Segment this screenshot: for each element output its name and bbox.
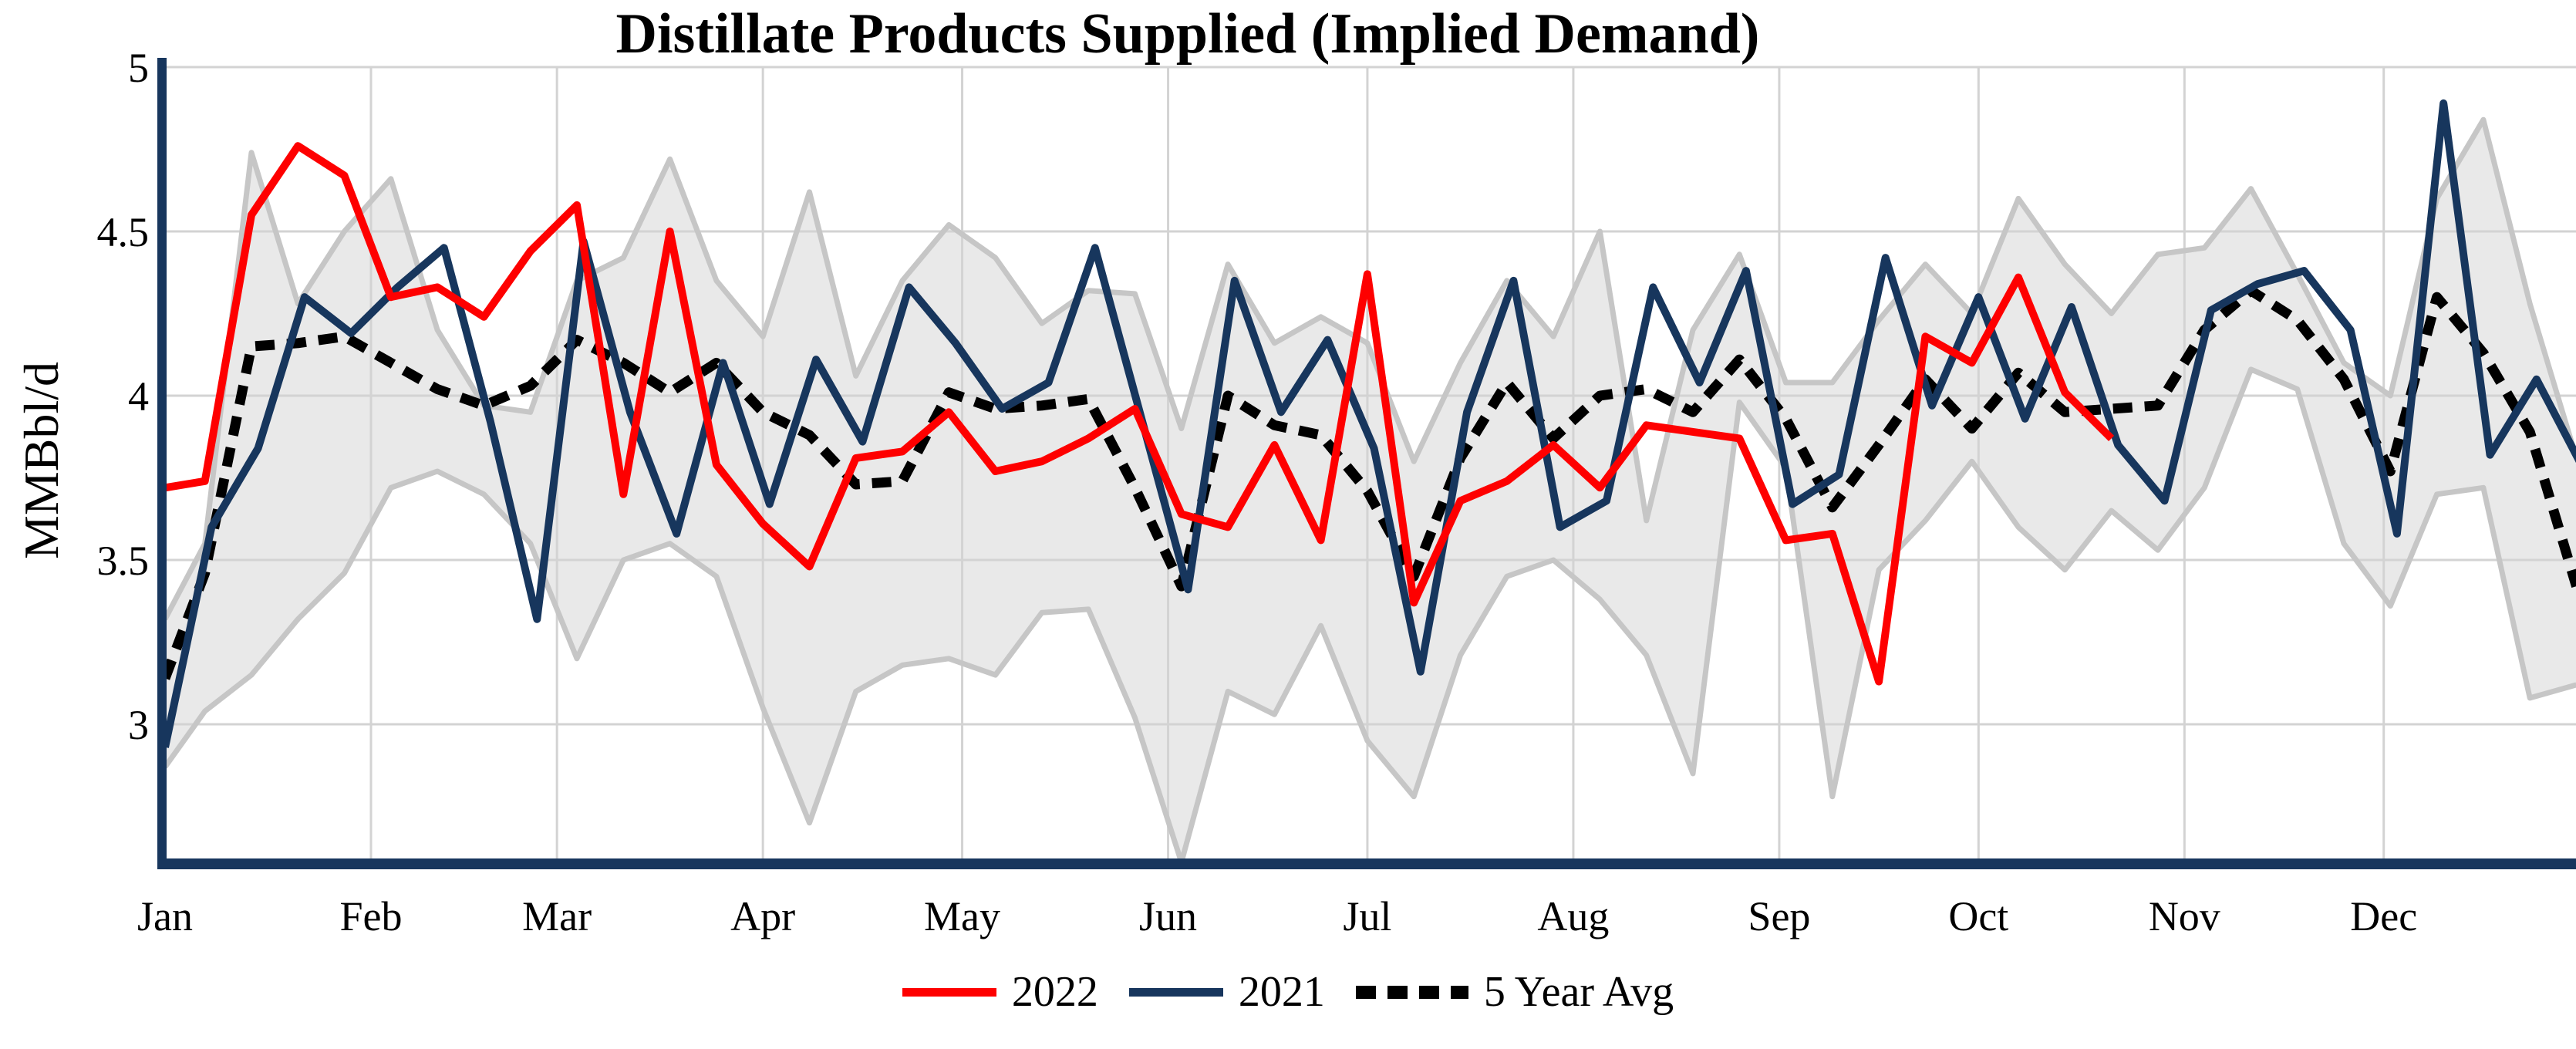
y-tick-label-3: 3 bbox=[128, 702, 149, 748]
series-line-2021 bbox=[165, 99, 2576, 748]
x-tick-label-Jun: Jun bbox=[1139, 893, 1197, 939]
legend-item-2022: 2022 bbox=[902, 970, 1098, 1014]
dotted-line-sample-icon bbox=[1355, 985, 1468, 999]
legend-item-5yr-avg: 5 Year Avg bbox=[1355, 968, 1674, 1016]
legend-label-2022: 2022 bbox=[1011, 968, 1098, 1016]
y-tick-label-4: 4 bbox=[128, 373, 149, 420]
x-tick-label-Aug: Aug bbox=[1537, 893, 1609, 939]
x-tick-label-Apr: Apr bbox=[730, 893, 795, 939]
x-tick-label-Sep: Sep bbox=[1748, 893, 1810, 939]
x-tick-label-Oct: Oct bbox=[1948, 893, 2008, 939]
x-tick-label-Jan: Jan bbox=[137, 893, 193, 939]
x-tick-label-Jul: Jul bbox=[1343, 893, 1391, 939]
legend: 2022 2021 5 Year Avg bbox=[0, 956, 2576, 1027]
series-line-2022 bbox=[165, 142, 2115, 686]
legend-label-2021: 2021 bbox=[1238, 968, 1325, 1016]
y-tick-label-3.5: 3.5 bbox=[97, 538, 150, 584]
navy-line-sample-icon bbox=[1128, 987, 1223, 997]
x-tick-label-Nov: Nov bbox=[2149, 893, 2220, 939]
y-axis-spine bbox=[157, 58, 167, 869]
band-lower-edge bbox=[165, 366, 2576, 862]
chart-title: Distillate Products Supplied (Implied De… bbox=[615, 2, 1760, 66]
x-tick-label-Feb: Feb bbox=[339, 893, 402, 939]
x-tick-label-May: May bbox=[924, 893, 1000, 939]
y-tick-label-5: 5 bbox=[128, 45, 149, 91]
x-tick-label-Mar: Mar bbox=[522, 893, 592, 939]
legend-item-2021: 2021 bbox=[1128, 968, 1325, 1016]
band-upper-edge bbox=[165, 116, 2576, 621]
series-line-5-year-avg bbox=[165, 285, 2576, 680]
red-line-sample-icon bbox=[902, 987, 996, 997]
y-tick-label-4.5: 4.5 bbox=[97, 209, 150, 255]
legend-label-5yr-avg: 5 Year Avg bbox=[1483, 968, 1674, 1016]
x-tick-label-Dec: Dec bbox=[2350, 893, 2417, 939]
x-axis-spine bbox=[157, 858, 2576, 869]
